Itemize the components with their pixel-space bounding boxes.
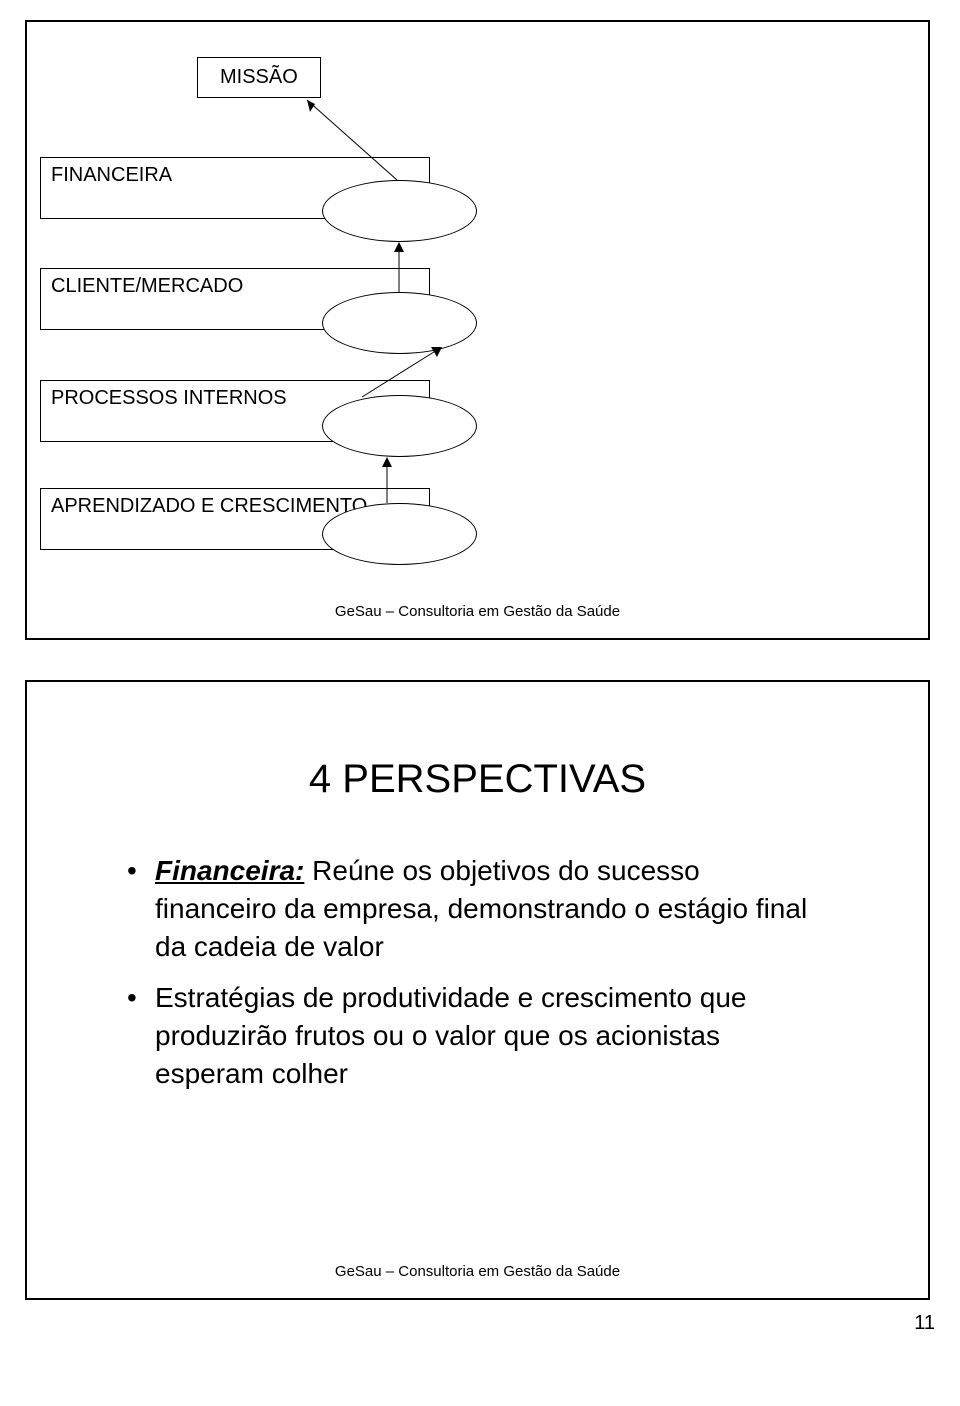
slide-2: 4 PERSPECTIVAS Financeira: Reúne os obje…	[25, 680, 930, 1300]
ellipse-2	[322, 292, 477, 354]
row-label: APRENDIZADO E CRESCIMENTO	[51, 495, 367, 518]
ellipse-4	[322, 503, 477, 565]
row-label: PROCESSOS INTERNOS	[51, 387, 287, 410]
row-label: FINANCEIRA	[51, 164, 172, 187]
slide-title: 4 PERSPECTIVAS	[57, 757, 898, 802]
bullet-1: Financeira: Reúne os objetivos do sucess…	[127, 852, 828, 965]
missao-label: MISSÃO	[220, 66, 298, 88]
bullet-2-text: Estratégias de produtividade e crescimen…	[155, 982, 746, 1089]
slide-footer: GeSau – Consultoria em Gestão da Saúde	[27, 1263, 928, 1280]
row-label: CLIENTE/MERCADO	[51, 275, 243, 298]
missao-box: MISSÃO	[197, 57, 321, 98]
footer-text: GeSau – Consultoria em Gestão da Saúde	[335, 1263, 620, 1280]
page-number: 11	[914, 1312, 935, 1335]
bullet-list: Financeira: Reúne os objetivos do sucess…	[57, 852, 898, 1093]
bullet-1-label: Financeira:	[155, 855, 304, 886]
footer-text: GeSau – Consultoria em Gestão da Saúde	[335, 603, 620, 620]
ellipse-3	[322, 395, 477, 457]
slide-1: MISSÃO FINANCEIRA CLIENTE/MERCADO PROCES…	[25, 20, 930, 640]
slide-footer: GeSau – Consultoria em Gestão da Saúde	[27, 603, 928, 620]
bullet-2: Estratégias de produtividade e crescimen…	[127, 979, 828, 1092]
ellipse-1	[322, 180, 477, 242]
